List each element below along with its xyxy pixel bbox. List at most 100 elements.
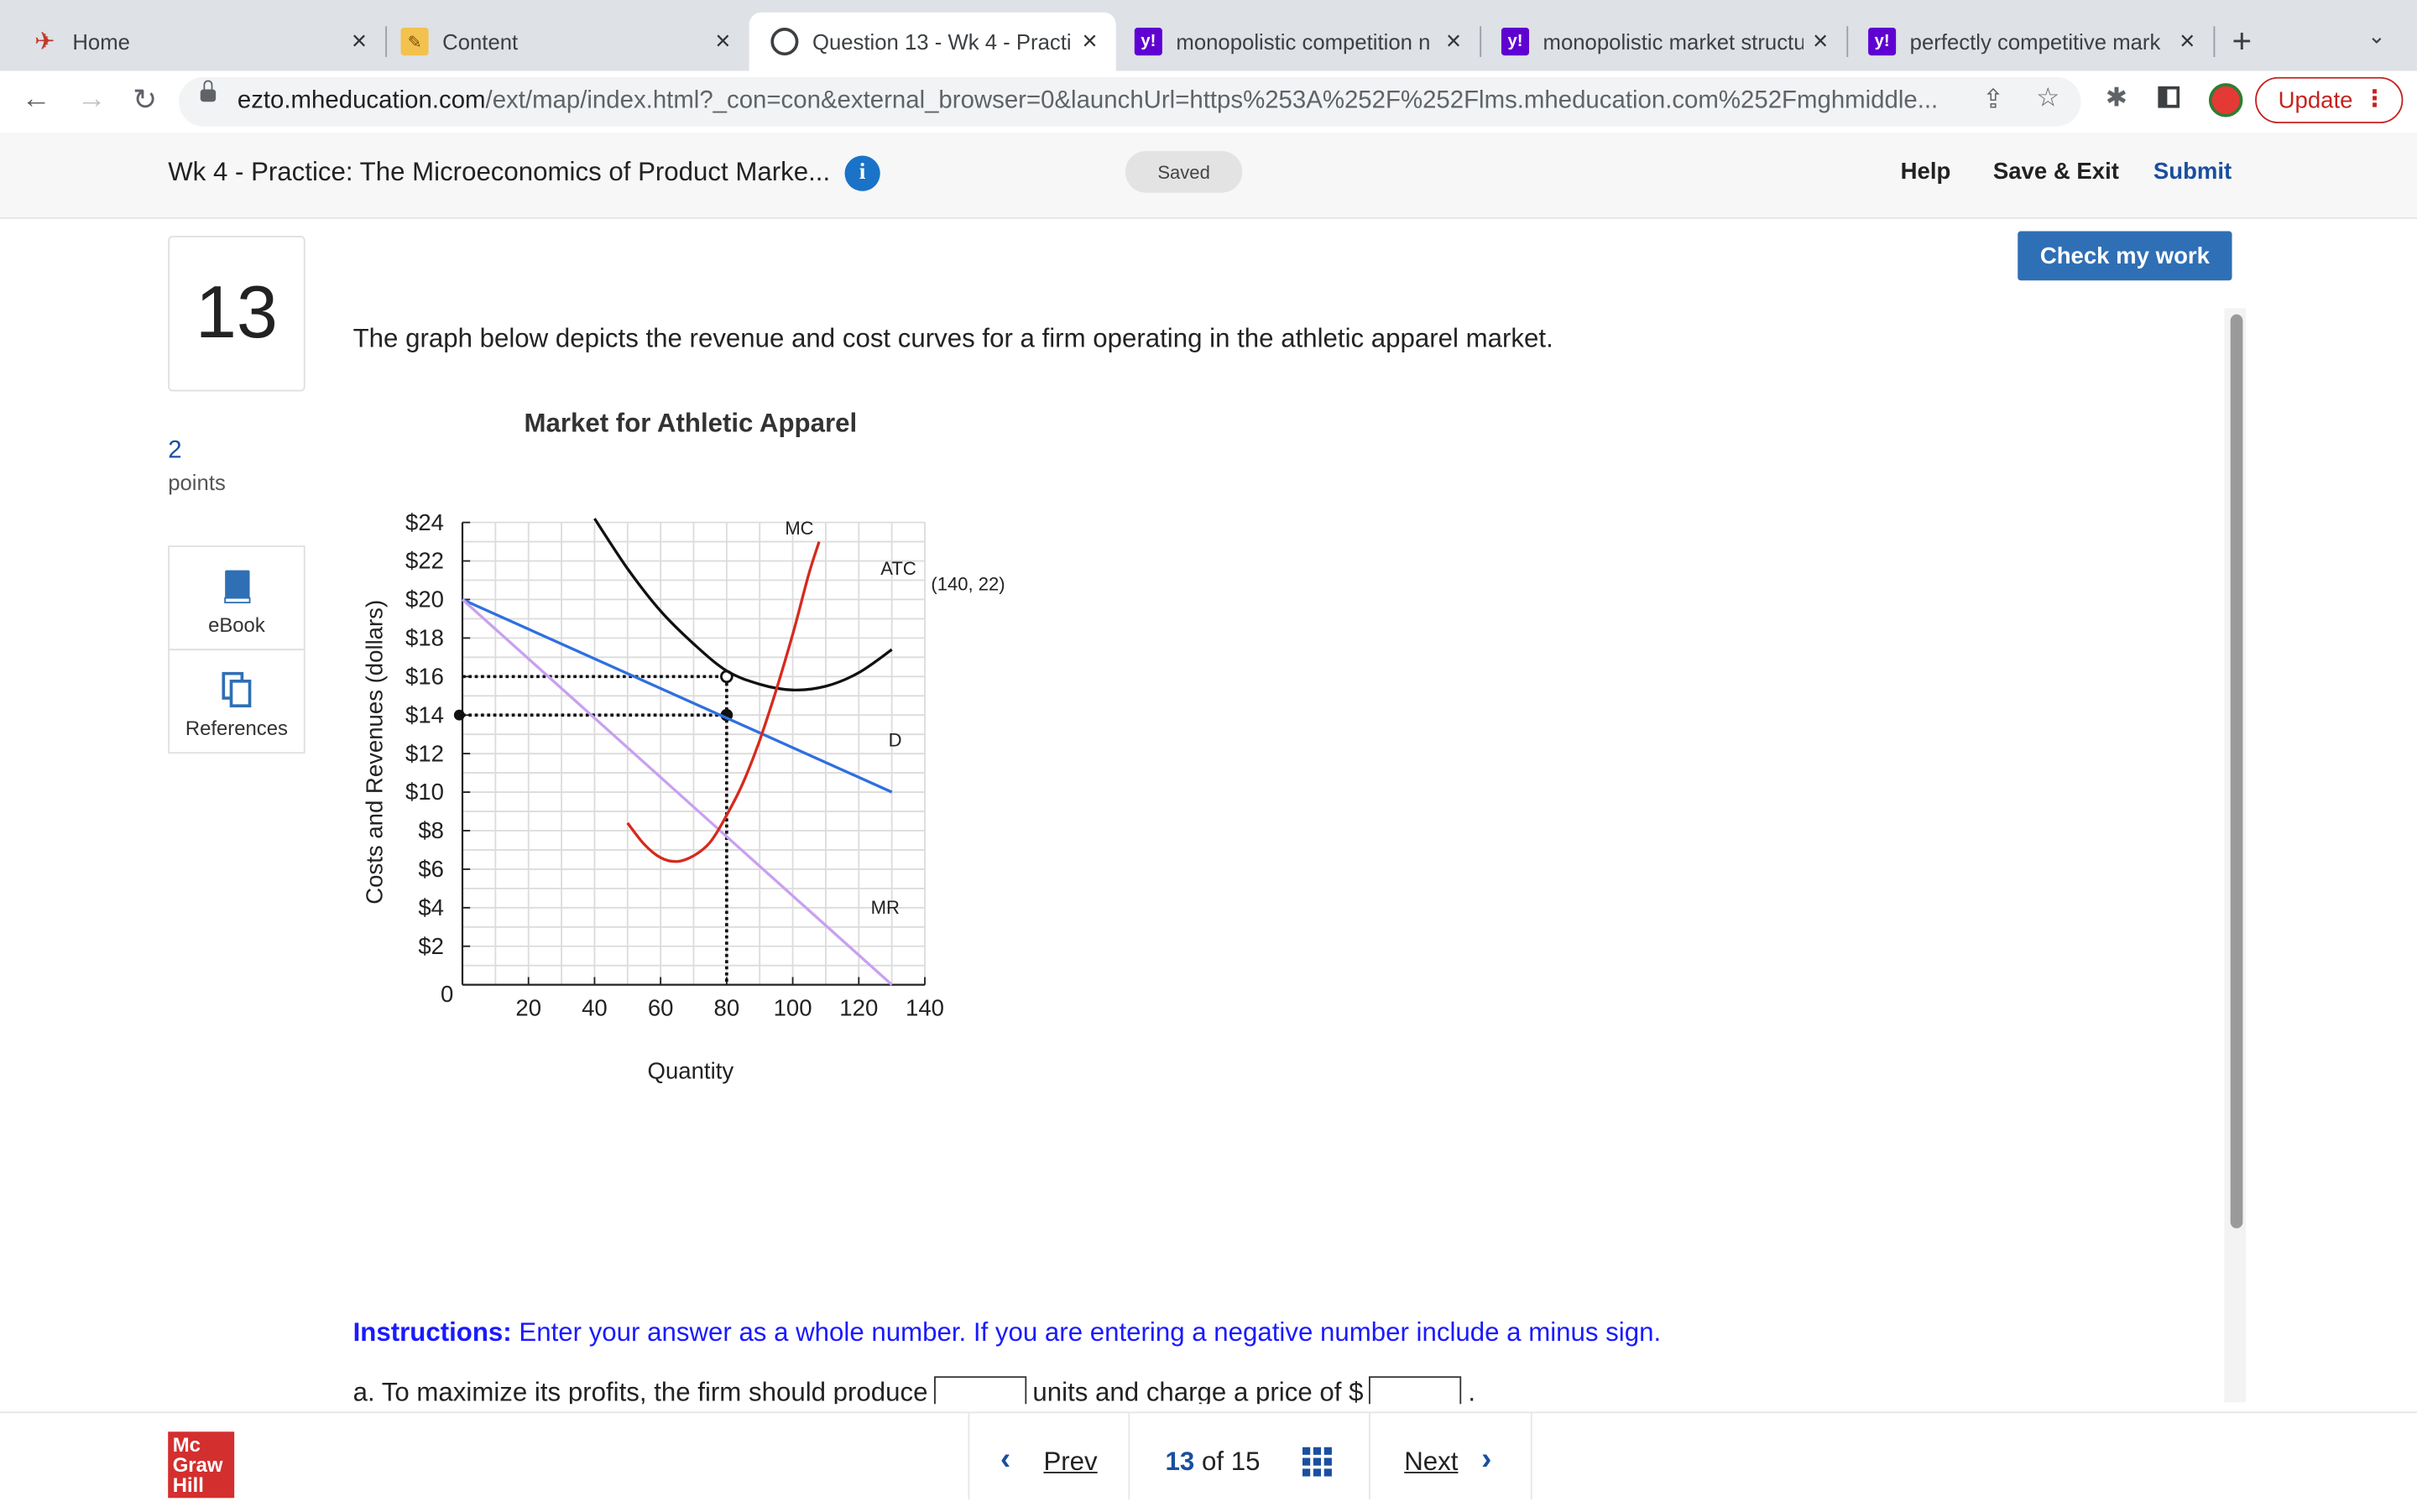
series-label-atc: ATC (880, 558, 916, 579)
footer-nav: Mc Graw Hill ‹ Prev 13 of 15 Next › (0, 1411, 2417, 1512)
update-button[interactable]: Update ⋮ (2255, 76, 2404, 123)
chart-series-labels: D MR ATC MC (785, 518, 916, 918)
y-tick-label: $14 (405, 701, 444, 727)
yahoo-favicon-icon: y! (1134, 28, 1162, 56)
close-tab-icon[interactable]: × (1813, 26, 1829, 56)
part-a-question: a. To maximize its profits, the firm sho… (353, 1376, 1475, 1405)
mc-curve (626, 541, 821, 863)
info-icon[interactable]: i (844, 155, 880, 191)
chart-guides (453, 670, 733, 985)
tab-search-chevron-icon[interactable]: ⌄ (2367, 23, 2386, 48)
quantity-answer-input[interactable] (933, 1376, 1027, 1405)
tab-divider (1480, 26, 1482, 57)
yahoo-favicon-icon: y! (1868, 28, 1897, 56)
next-button[interactable]: Next (1404, 1447, 1459, 1477)
close-tab-icon[interactable]: × (1082, 26, 1098, 56)
tab-divider (2213, 26, 2216, 57)
x-tick-label: 140 (906, 994, 944, 1020)
close-tab-icon[interactable]: × (1445, 26, 1462, 56)
tab-content[interactable]: ✎ Content × (379, 13, 749, 71)
back-arrow-icon[interactable]: ← (21, 83, 51, 116)
references-button[interactable]: References (168, 649, 305, 754)
page-counter: 13 of 15 (1165, 1447, 1261, 1477)
chevron-right-icon[interactable]: › (1481, 1442, 1492, 1477)
y-tick-label: $8 (418, 817, 444, 843)
prev-button[interactable]: Prev (1043, 1447, 1098, 1477)
pencil-favicon-icon: ✎ (400, 28, 429, 56)
tab-strip: ✈ Home × ✎ Content × Question 13 - Wk 4 … (0, 0, 2417, 71)
y-tick-label: $22 (405, 548, 444, 574)
y-tick-label: $12 (405, 740, 444, 766)
address-bar[interactable]: ezto.mheducation.com/ext/map/index.html?… (179, 76, 2081, 127)
help-link[interactable]: Help (1900, 159, 1951, 185)
submit-link[interactable]: Submit (2153, 159, 2232, 185)
chart-ticks: 20 40 60 80 100 120 140 $2 $4 $6 $8 $10 $12 $14 $16 $18… (405, 509, 944, 1021)
saved-status-badge: Saved (1125, 150, 1243, 193)
y-tick-label: $2 (418, 933, 444, 959)
question-number: 13 (168, 236, 305, 392)
tab-monopolistic-competition[interactable]: y! monopolistic competition n × (1113, 13, 1480, 71)
copy-documents-icon (221, 671, 251, 708)
profile-avatar-icon[interactable] (2208, 83, 2243, 117)
bookmark-star-icon[interactable]: ☆ (2036, 83, 2060, 113)
grid-view-icon[interactable] (1302, 1447, 1334, 1478)
chevron-left-icon[interactable]: ‹ (1000, 1442, 1011, 1477)
extensions-puzzle-icon[interactable]: ✱ (2105, 83, 2128, 113)
check-my-work-button[interactable]: Check my work (2018, 231, 2232, 281)
x-tick-label: 120 (839, 994, 878, 1020)
market-chart: Market for Athletic Apparel Costs and Re… (362, 408, 1005, 1084)
tab-perfectly-competitive[interactable]: y! perfectly competitive mark × (1846, 13, 2213, 71)
more-menu-icon[interactable]: ⋮ (2362, 86, 2387, 113)
globe-favicon-icon (770, 28, 799, 56)
lock-icon (200, 80, 217, 102)
x-tick-label: 80 (714, 994, 740, 1020)
save-exit-link[interactable]: Save & Exit (1992, 159, 2119, 185)
references-label: References (185, 717, 288, 740)
price-axis-point (453, 709, 465, 721)
forward-arrow-icon[interactable]: → (76, 83, 107, 116)
tab-title: monopolistic market structu (1543, 29, 1804, 55)
scrollbar-thumb[interactable] (2230, 314, 2243, 1228)
x-tick-label: 40 (582, 994, 608, 1020)
reload-icon[interactable]: ↻ (132, 85, 158, 117)
tab-home[interactable]: ✈ Home × (9, 13, 385, 71)
points-label: points (168, 470, 226, 495)
chart-title: Market for Athletic Apparel (525, 408, 858, 437)
share-icon[interactable]: ⇪ (1981, 85, 2005, 114)
y-tick-label: $10 (405, 779, 444, 805)
y-tick-label: $4 (418, 894, 444, 920)
tab-monopolistic-market-structure[interactable]: y! monopolistic market structu × (1480, 13, 1846, 71)
points-value: 2 (168, 437, 182, 464)
origin-label: 0 (441, 981, 453, 1007)
series-label-mc: MC (785, 518, 813, 539)
side-panel-icon[interactable] (2158, 86, 2180, 108)
y-axis-label: Costs and Revenues (dollars) (362, 600, 388, 905)
tab-question-13[interactable]: Question 13 - Wk 4 - Practi × (749, 12, 1116, 71)
prev-nav: ‹ Prev (968, 1413, 1130, 1500)
y-tick-label: $16 (405, 663, 444, 689)
instructions: Instructions: Enter your answer as a who… (352, 1317, 1662, 1348)
x-axis-label: Quantity (648, 1058, 734, 1084)
url-text: ezto.mheducation.com/ext/map/index.html?… (237, 87, 1939, 114)
assignment-header: Wk 4 - Practice: The Microeconomics of P… (0, 132, 2417, 219)
assignment-title: Wk 4 - Practice: The Microeconomics of P… (168, 157, 831, 187)
close-tab-icon[interactable]: × (715, 26, 731, 56)
series-label-mr: MR (871, 897, 900, 918)
chart-grid (462, 521, 926, 985)
ebook-button[interactable]: eBook (168, 545, 305, 651)
mcgraw-hill-logo: Mc Graw Hill (168, 1431, 235, 1499)
d-curve (462, 597, 893, 794)
y-tick-label: $24 (405, 509, 444, 535)
browser-toolbar: ← → ↻ ezto.mheducation.com/ext/map/index… (0, 70, 2417, 134)
close-tab-icon[interactable]: × (2179, 26, 2195, 56)
x-tick-label: 100 (774, 994, 812, 1020)
y-tick-label: $20 (405, 587, 444, 613)
tab-title: monopolistic competition n (1176, 29, 1431, 55)
tab-title: Question 13 - Wk 4 - Practi (812, 29, 1072, 55)
new-tab-icon[interactable]: + (2232, 21, 2253, 60)
tab-divider (385, 26, 388, 57)
yahoo-favicon-icon: y! (1501, 28, 1530, 56)
price-answer-input[interactable] (1369, 1376, 1462, 1405)
close-tab-icon[interactable]: × (351, 26, 368, 56)
atc-curve (593, 518, 893, 692)
